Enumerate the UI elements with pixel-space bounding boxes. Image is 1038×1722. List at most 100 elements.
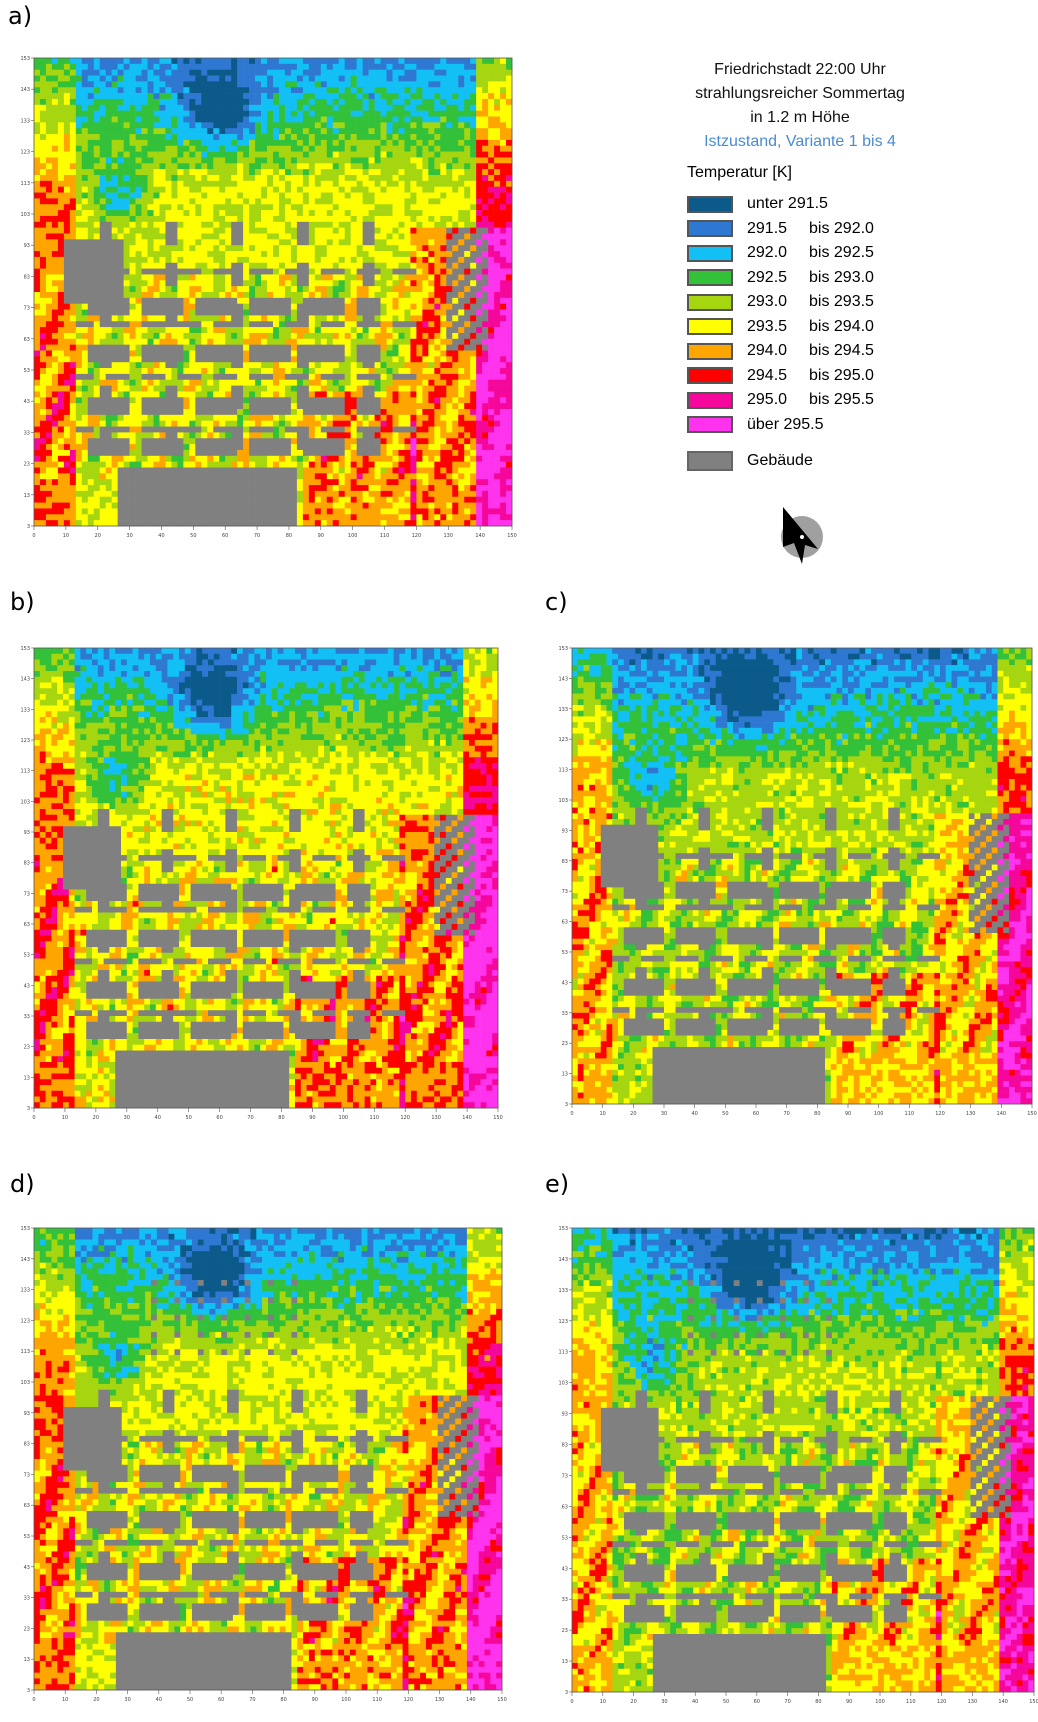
x-tick-label: 60	[754, 1699, 760, 1705]
map-svg: 0 10 20 30 40 50 60 70 80 90 100 110 120 130 140 150 3 13…	[20, 56, 516, 539]
x-tick-label: 100	[339, 1115, 349, 1121]
y-tick-label: 133	[558, 1288, 568, 1294]
x-tick-label: 100	[348, 533, 358, 539]
temperature-grid	[572, 648, 1033, 1105]
y-tick-label: 83	[562, 859, 568, 865]
y-tick-label: 33	[24, 430, 30, 436]
legend-class-row: 294.5 bis 295.0	[687, 364, 940, 389]
y-tick-label: 123	[558, 1319, 568, 1325]
legend-class-row: 295.0 bis 295.5	[687, 388, 940, 413]
legend-class-row: unter 291.5	[687, 192, 940, 217]
x-tick-label: 70	[784, 1699, 790, 1705]
y-tick-label: 83	[24, 274, 30, 280]
x-tick-label: 150	[507, 533, 517, 539]
y-tick-label: 63	[24, 337, 30, 343]
legend-range-to: bis 294.0	[809, 318, 874, 336]
y-tick-label: 133	[20, 1288, 30, 1294]
temperature-map-e: 0 10 20 30 40 50 60 70 80 90 100 110 120 130 140 150 3 13…	[558, 1226, 1038, 1708]
x-tick-label: 110	[380, 533, 390, 539]
legend-range-from: 292.5	[747, 269, 809, 287]
y-tick-label: 63	[24, 1503, 30, 1509]
legend-range-to: bis 293.0	[809, 269, 874, 287]
y-tick-label: 43	[562, 1566, 568, 1572]
legend-temperature-title: Temperatur [K]	[687, 164, 940, 182]
temperature-grid	[34, 648, 499, 1109]
temperature-grid	[572, 1228, 1035, 1693]
y-tick-label: 83	[24, 861, 30, 867]
map-svg: 0 10 20 30 40 50 60 70 80 90 100 110 120 130 140 150 3 13…	[558, 1226, 1038, 1705]
y-tick-label: 33	[24, 1596, 30, 1602]
x-tick-label: 40	[691, 1111, 697, 1117]
legend-class-row: 294.0 bis 294.5	[687, 339, 940, 364]
x-tick-label: 30	[124, 1697, 130, 1703]
legend-range-from: unter 291.5	[747, 195, 828, 213]
y-tick-label: 3	[565, 1102, 568, 1108]
temperature-map-c: 0 10 20 30 40 50 60 70 80 90 100 110 120 130 140 150 3 13…	[558, 646, 1036, 1120]
legend-range-to: bis 292.5	[809, 244, 874, 262]
legend-subtitle: Istzustand, Variante 1 bis 4	[660, 130, 940, 154]
y-tick-label: 153	[20, 56, 30, 62]
y-tick-label: 33	[562, 1597, 568, 1603]
y-tick-label: 113	[20, 1349, 30, 1355]
y-tick-label: 53	[562, 1535, 568, 1541]
x-tick-label: 70	[254, 533, 260, 539]
x-tick-label: 60	[218, 1697, 224, 1703]
legend-swatch	[687, 342, 733, 360]
y-tick-label: 113	[558, 1350, 568, 1356]
x-tick-label: 10	[62, 1697, 68, 1703]
y-tick-label: 113	[20, 181, 30, 187]
temperature-map-a: 0 10 20 30 40 50 60 70 80 90 100 110 120 130 140 150 3 13…	[20, 56, 516, 542]
legend-class-list: unter 291.5 291.5 bis 292.0 292.0 bis 292.5 2…	[660, 192, 940, 437]
x-tick-label: 10	[63, 533, 69, 539]
legend-range-from: 293.0	[747, 293, 809, 311]
y-tick-label: 43	[24, 1565, 30, 1571]
y-tick-label: 153	[20, 1226, 30, 1232]
y-tick-label: 3	[27, 524, 30, 530]
legend-range-from: 295.0	[747, 391, 809, 409]
legend-range-to: bis 295.0	[809, 367, 874, 385]
map-svg: 0 10 20 30 40 50 60 70 80 90 100 110 120 130 140 150 3 13…	[20, 646, 502, 1121]
x-tick-label: 30	[661, 1699, 667, 1705]
legend-class-row: 292.5 bis 293.0	[687, 266, 940, 291]
y-tick-label: 3	[27, 1688, 30, 1694]
x-tick-label: 50	[185, 1115, 191, 1121]
legend-title-line: strahlungsreicher Sommertag	[660, 82, 940, 106]
x-tick-label: 80	[286, 533, 292, 539]
map-svg: 0 10 20 30 40 50 60 70 80 90 100 110 120 130 140 150 3 13…	[20, 1226, 506, 1703]
y-tick-label: 53	[562, 950, 568, 956]
x-tick-label: 30	[661, 1111, 667, 1117]
legend-swatch	[687, 220, 733, 238]
legend-swatch	[687, 367, 733, 385]
map-frame	[33, 57, 513, 527]
x-tick-label: 110	[905, 1111, 915, 1117]
y-tick-label: 13	[24, 493, 30, 499]
x-tick-label: 140	[462, 1115, 472, 1121]
legend-range-from: 293.5	[747, 318, 809, 336]
y-tick-label: 103	[20, 799, 30, 805]
legend-class-row: 293.0 bis 293.5	[687, 290, 940, 315]
x-tick-label: 40	[155, 1115, 161, 1121]
y-tick-label: 3	[27, 1106, 30, 1112]
x-tick-label: 140	[475, 533, 485, 539]
x-tick-label: 20	[93, 1115, 99, 1121]
y-tick-label: 93	[24, 1411, 30, 1417]
legend-title-line: Friedrichstadt 22:00 Uhr	[660, 58, 940, 82]
y-tick-label: 93	[562, 1412, 568, 1418]
x-tick-label: 50	[722, 1111, 728, 1117]
legend-swatch	[687, 269, 733, 287]
map-frame	[33, 1227, 503, 1691]
y-tick-label: 153	[20, 646, 30, 652]
y-tick-label: 53	[24, 1534, 30, 1540]
y-tick-label: 33	[562, 1011, 568, 1017]
x-tick-label: 10	[62, 1115, 68, 1121]
y-tick-label: 83	[562, 1443, 568, 1449]
x-tick-label: 130	[966, 1111, 976, 1117]
north-arrow-icon	[778, 505, 826, 565]
x-tick-label: 150	[497, 1697, 507, 1703]
legend-range-from: 294.0	[747, 342, 809, 360]
map-frame	[33, 647, 499, 1109]
y-tick-label: 93	[24, 830, 30, 836]
x-tick-label: 110	[906, 1699, 916, 1705]
x-tick-label: 100	[875, 1699, 885, 1705]
legend-class-row: 292.0 bis 292.5	[687, 241, 940, 266]
